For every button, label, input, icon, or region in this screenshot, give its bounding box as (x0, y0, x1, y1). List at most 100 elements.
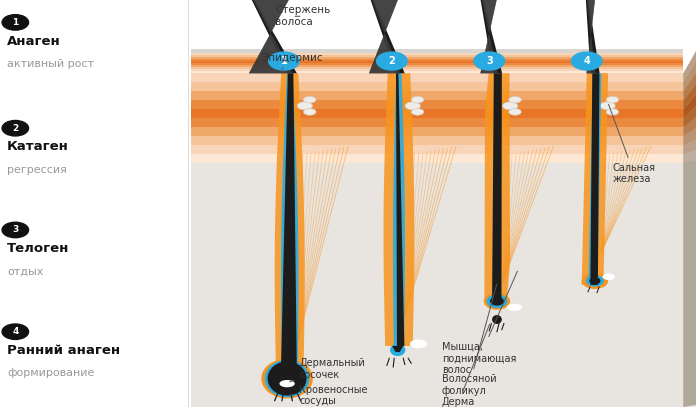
Bar (191, 69, 683, 71)
Text: Анаген: Анаген (7, 35, 61, 48)
Bar (191, 53, 683, 55)
Ellipse shape (582, 273, 608, 289)
Ellipse shape (600, 102, 615, 110)
Text: 4: 4 (12, 327, 19, 336)
Text: 2: 2 (13, 124, 18, 133)
Circle shape (2, 324, 29, 339)
Polygon shape (588, 73, 601, 285)
Polygon shape (480, 0, 498, 73)
Polygon shape (479, 0, 502, 73)
Text: отдых: отдых (7, 267, 43, 277)
Bar (191, 136, 696, 145)
Polygon shape (393, 73, 405, 346)
Ellipse shape (303, 109, 316, 115)
Ellipse shape (411, 96, 424, 103)
Text: Мышца,
поднимающая
волос: Мышца, поднимающая волос (442, 271, 517, 375)
Ellipse shape (509, 96, 521, 103)
Bar (191, 67, 683, 69)
Text: Дерма: Дерма (442, 324, 490, 407)
Bar (191, 109, 696, 118)
Circle shape (269, 52, 299, 70)
Polygon shape (369, 0, 401, 73)
Ellipse shape (487, 294, 507, 308)
Polygon shape (480, 0, 498, 73)
Polygon shape (683, 62, 696, 91)
Text: 4: 4 (12, 327, 19, 336)
Circle shape (2, 120, 29, 136)
Text: Катаген: Катаген (7, 140, 69, 153)
Polygon shape (249, 0, 293, 73)
Bar (191, 55, 683, 57)
Polygon shape (369, 0, 401, 73)
Polygon shape (248, 0, 293, 73)
Polygon shape (683, 84, 696, 109)
Text: формирование: формирование (7, 368, 95, 379)
Polygon shape (590, 73, 599, 285)
Ellipse shape (390, 344, 405, 356)
Polygon shape (582, 73, 608, 285)
Polygon shape (683, 106, 696, 127)
Text: 1: 1 (13, 18, 18, 27)
Ellipse shape (411, 109, 424, 115)
Text: Эпидермис: Эпидермис (261, 53, 323, 69)
Ellipse shape (267, 361, 306, 396)
Text: отдых: отдых (7, 267, 43, 277)
Polygon shape (683, 73, 696, 100)
Text: Ранний анаген: Ранний анаген (7, 344, 120, 357)
Polygon shape (369, 0, 401, 73)
Circle shape (2, 324, 29, 339)
Ellipse shape (492, 315, 502, 324)
Circle shape (377, 52, 407, 70)
Polygon shape (392, 346, 403, 352)
Bar (191, 57, 683, 59)
Text: 2: 2 (13, 124, 18, 133)
Bar (191, 59, 683, 61)
Bar (191, 63, 683, 65)
Ellipse shape (590, 277, 601, 284)
Ellipse shape (261, 359, 313, 398)
Bar (191, 49, 683, 53)
Polygon shape (683, 128, 696, 145)
Polygon shape (586, 0, 596, 73)
Text: Телоген: Телоген (7, 242, 70, 255)
Bar (191, 118, 696, 127)
Polygon shape (383, 73, 414, 346)
Polygon shape (586, 0, 596, 73)
Text: 3: 3 (486, 56, 493, 66)
Bar (191, 82, 696, 91)
Bar (191, 145, 696, 154)
Polygon shape (587, 0, 596, 73)
Polygon shape (587, 0, 596, 73)
Ellipse shape (303, 96, 316, 103)
Text: Дермальный
сосочек: Дермальный сосочек (290, 358, 365, 382)
Text: 3: 3 (13, 225, 18, 234)
Text: Кровеносные
сосуды: Кровеносные сосуды (290, 385, 367, 406)
Circle shape (2, 15, 29, 30)
Bar (191, 100, 696, 109)
Circle shape (2, 120, 29, 136)
Ellipse shape (586, 275, 604, 287)
Polygon shape (480, 0, 498, 73)
Text: Анаген: Анаген (7, 35, 61, 48)
Polygon shape (248, 0, 296, 73)
Polygon shape (683, 53, 696, 407)
Text: Волосяной
фоликул: Волосяной фоликул (442, 284, 497, 396)
Polygon shape (280, 73, 296, 374)
Polygon shape (492, 73, 502, 301)
Ellipse shape (490, 297, 504, 306)
Polygon shape (585, 0, 599, 73)
Circle shape (571, 52, 602, 70)
Ellipse shape (606, 109, 619, 115)
Bar (191, 65, 683, 67)
Circle shape (474, 52, 505, 70)
Text: 1: 1 (13, 18, 18, 27)
Polygon shape (396, 73, 404, 346)
Text: 1: 1 (280, 56, 287, 66)
Polygon shape (683, 95, 696, 118)
Ellipse shape (410, 339, 427, 348)
Ellipse shape (484, 293, 510, 310)
Text: Ранний анаген: Ранний анаген (7, 344, 120, 357)
Text: регрессия: регрессия (7, 165, 67, 175)
Circle shape (2, 222, 29, 238)
Polygon shape (683, 150, 696, 163)
